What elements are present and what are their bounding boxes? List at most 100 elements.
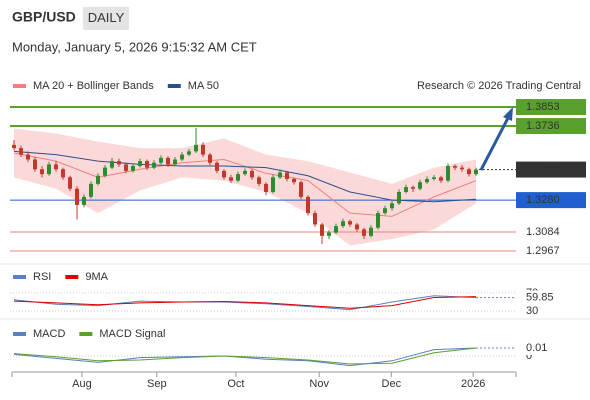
candle-body — [208, 154, 212, 163]
candle-body — [264, 183, 268, 192]
candle-body — [257, 177, 261, 184]
legend-label: MACD Signal — [99, 328, 165, 340]
legend-swatch — [13, 84, 26, 88]
candle-body — [89, 183, 93, 197]
candle-body — [40, 169, 44, 175]
legend-label: MACD — [33, 328, 65, 340]
candle-body — [68, 177, 72, 189]
candle-body — [124, 164, 128, 171]
candle-body — [96, 175, 100, 184]
current-value-label: 59.85 — [526, 291, 554, 303]
legend-swatch — [13, 332, 26, 336]
candle-body — [19, 148, 23, 155]
credit: Research © 2026 Trading Central — [417, 80, 581, 92]
candle-body — [103, 167, 107, 176]
candle-body — [180, 154, 184, 160]
candle-body — [376, 213, 380, 228]
candle-body — [250, 170, 254, 178]
level-label: 1.3853 — [526, 101, 560, 113]
y-tick-label: 0 — [526, 350, 532, 362]
candle-body — [425, 178, 429, 183]
candle-body — [236, 174, 240, 181]
legend-label: 9MA — [85, 271, 108, 283]
current-price-label: 1.3468 — [526, 163, 560, 175]
candle-body — [285, 172, 289, 179]
level-label-box — [516, 118, 586, 135]
candle-body — [187, 151, 191, 155]
current-value-box — [517, 290, 567, 305]
candle-body — [390, 203, 394, 209]
indicator-line — [13, 347, 477, 367]
level-label-box — [516, 99, 586, 116]
timestamp: Monday, January 5, 2026 9:15:32 AM CET — [12, 39, 257, 54]
candle-body — [47, 164, 51, 175]
candle-body — [383, 208, 387, 214]
candle-body — [299, 182, 303, 197]
candle-body — [138, 161, 142, 166]
x-tick-label: Nov — [309, 378, 329, 390]
candle-body — [222, 170, 226, 178]
candle-body — [334, 226, 338, 233]
candle-body — [432, 177, 436, 179]
candle-body — [75, 188, 79, 205]
candle-body — [460, 167, 464, 170]
candle-body — [110, 161, 114, 168]
current-price-box — [516, 161, 586, 178]
candle-body — [348, 221, 352, 225]
candle-body — [173, 159, 177, 165]
legend-label: RSI — [33, 271, 51, 283]
x-tick-label: 2026 — [461, 378, 485, 390]
candle-body — [439, 177, 443, 181]
candle-body — [341, 221, 345, 227]
x-tick-label: Dec — [382, 378, 402, 390]
indicator-line — [13, 296, 477, 309]
legend-swatch — [13, 275, 26, 279]
level-label: 1.3280 — [526, 194, 560, 206]
level-label: 1.3736 — [526, 120, 560, 132]
candle-body — [474, 169, 478, 175]
candle-body — [292, 178, 296, 183]
candle-body — [12, 144, 16, 149]
period-badge — [83, 7, 129, 30]
candle-body — [117, 161, 121, 165]
symbol: GBP/USD — [12, 9, 76, 25]
legend-swatch — [167, 84, 181, 88]
forecast-arrow — [479, 117, 510, 171]
candle-body — [467, 169, 471, 175]
candle-body — [313, 213, 317, 225]
indicator-line — [13, 347, 477, 365]
plot-layer: 1.3853 1.3736 1.3280 1.3084 1.2967 1.3468 Aug S… — [10, 80, 586, 390]
x-tick-label: Sep — [147, 378, 167, 390]
candle-body — [82, 196, 86, 205]
legend-label: MA 20 + Bollinger Bands — [33, 80, 154, 92]
candle-body — [355, 224, 359, 230]
candle-body — [320, 224, 324, 236]
candle-body — [446, 165, 450, 181]
candle-body — [33, 159, 37, 170]
level-label: 1.3084 — [526, 226, 560, 238]
candle-body — [243, 170, 247, 175]
candle-body — [404, 187, 408, 192]
candle-body — [215, 162, 219, 171]
x-tick-label: Oct — [227, 378, 244, 390]
indicator-line — [13, 295, 477, 311]
candle-body — [278, 172, 282, 178]
candle-body — [54, 164, 58, 170]
candle-body — [26, 154, 30, 160]
level-label: 1.2967 — [526, 245, 560, 257]
candle-body — [166, 157, 170, 165]
candle-body — [411, 187, 415, 189]
candle-body — [145, 161, 149, 168]
y-tick-label: 30 — [526, 305, 538, 317]
candle-body — [369, 227, 373, 236]
bollinger-band — [14, 128, 476, 246]
legend-swatch — [65, 275, 79, 279]
current-value-box — [517, 341, 567, 355]
candle-body — [453, 165, 457, 168]
candle-body — [362, 229, 366, 236]
current-value-label: 0.01 — [526, 342, 547, 354]
candle-body — [327, 232, 331, 236]
forecast-arrow-head — [503, 107, 513, 121]
candle-body — [201, 144, 205, 155]
